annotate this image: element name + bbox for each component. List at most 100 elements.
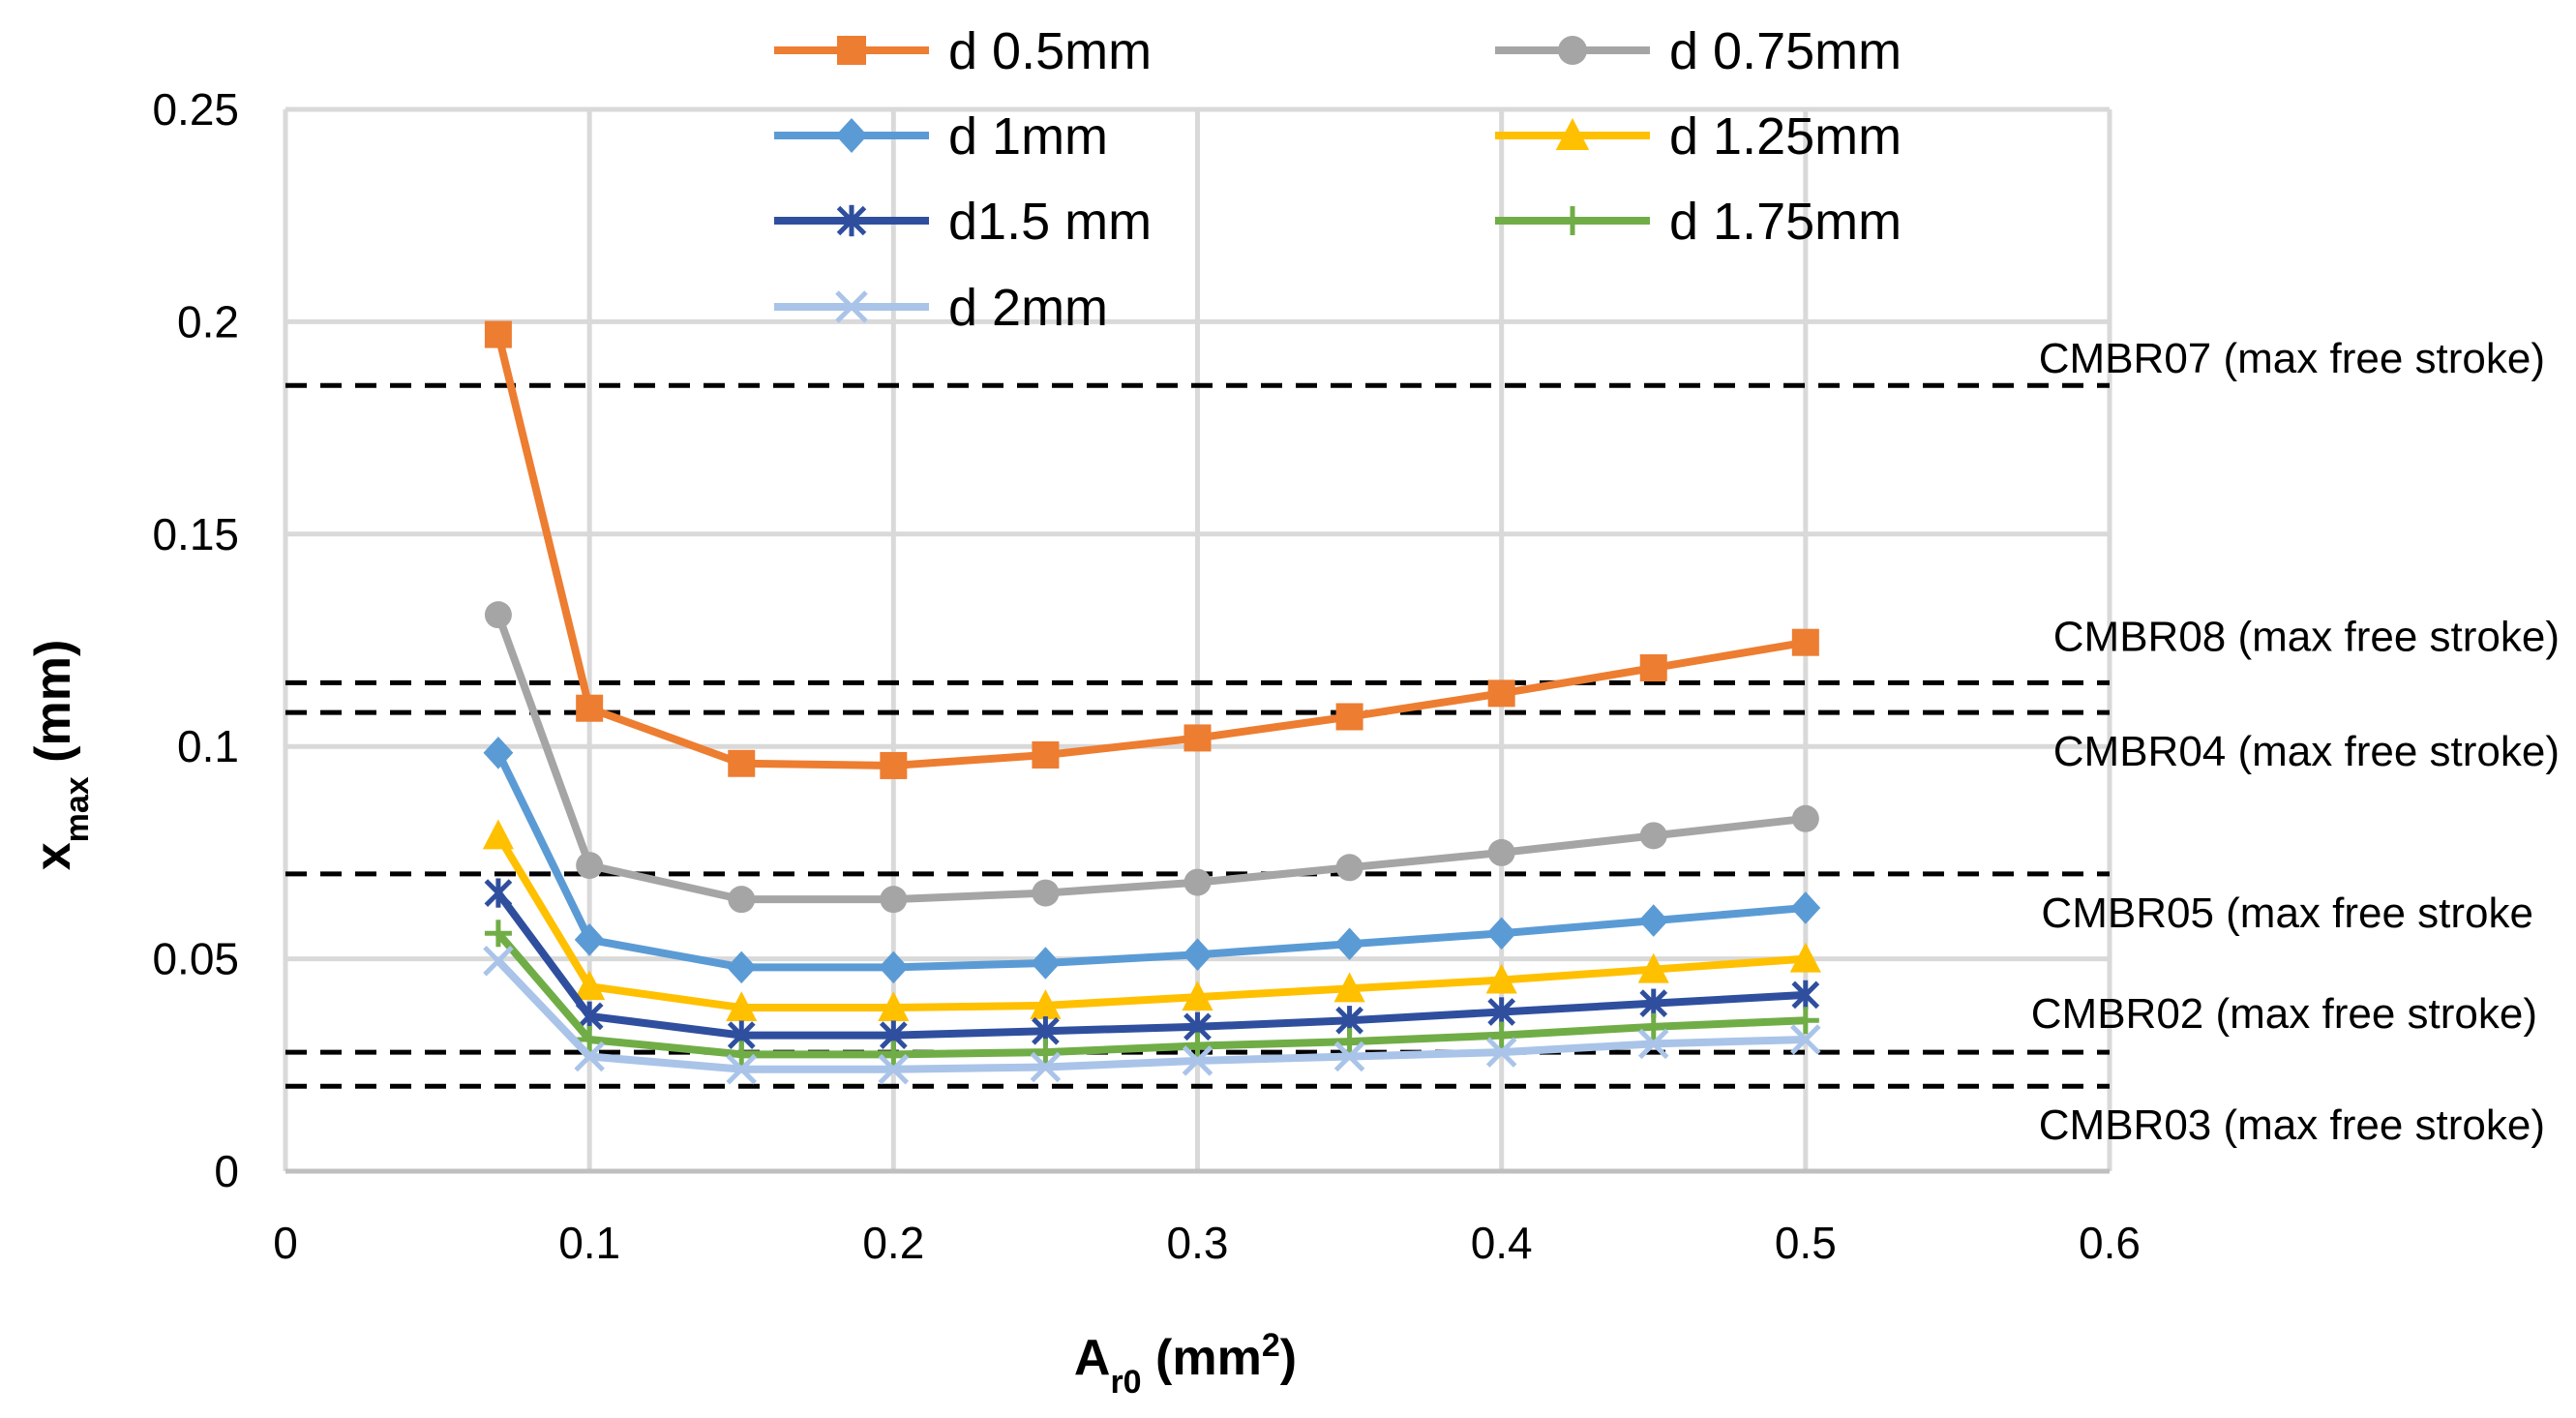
legend-label: d 2mm [948, 279, 1108, 337]
series-line [494, 751, 1807, 972]
marker-diamond [1183, 938, 1213, 972]
series-line [494, 930, 1807, 1059]
marker-diamond [1638, 904, 1669, 937]
legend-item: d 1.75mm [1495, 193, 1902, 251]
marker-square [1032, 740, 1060, 769]
x-axis-title-main: A [1074, 1330, 1111, 1386]
legend-label: d 1mm [948, 107, 1108, 166]
legend: d 0.5mm d 0.75mm d 1mm d 1.25mm d1.5 mm d 1.7… [774, 22, 1902, 337]
marker-triangle [1485, 963, 1517, 994]
data-series [482, 320, 1821, 1085]
marker-triangle [878, 991, 910, 1022]
reference-lines: CMBR07 (max free stroke) CMBR08 (max free… [285, 335, 2560, 1149]
legend-label: d 0.5mm [948, 22, 1152, 80]
marker-diamond [835, 118, 868, 153]
marker-square [880, 751, 908, 779]
marker-triangle [1333, 972, 1365, 1003]
marker-circle [1791, 804, 1819, 832]
marker-square [728, 749, 756, 777]
marker-square [1639, 654, 1667, 682]
marker-x [1485, 1037, 1517, 1068]
series-d-1-75mm [484, 920, 1819, 1069]
marker-diamond [1486, 917, 1517, 950]
x-axis-title-end: ) [1280, 1330, 1297, 1386]
series-d-0-5mm [484, 320, 1819, 779]
marker-diamond [1031, 947, 1061, 980]
x-tick-label: 0.5 [1775, 1218, 1837, 1268]
y-axis-title-rest: (mm) [25, 640, 81, 777]
reference-label: CMBR08 (max free stroke) [2053, 613, 2560, 660]
marker-x [835, 290, 868, 323]
legend-label: d1.5 mm [948, 193, 1152, 251]
marker-square [837, 36, 866, 65]
marker-square [1487, 679, 1515, 708]
legend-item: d1.5 mm [774, 193, 1152, 251]
series-d-2mm [483, 946, 1821, 1085]
series-line [495, 958, 1806, 1073]
marker-x [1030, 1051, 1062, 1083]
marker-triangle [482, 819, 515, 850]
marker-circle [1032, 879, 1060, 907]
x-axis-title-rest: (mm [1142, 1330, 1262, 1386]
marker-circle [880, 886, 908, 914]
legend-item: d 2mm [774, 279, 1108, 337]
marker-diamond [726, 950, 757, 984]
y-tick-label: 0 [214, 1146, 239, 1196]
marker-square [1183, 724, 1212, 752]
x-tick-label: 0.2 [862, 1218, 924, 1268]
marker-triangle [1182, 981, 1213, 1011]
marker-triangle [726, 991, 758, 1022]
series-d-1mm [483, 736, 1821, 984]
marker-triangle [1555, 118, 1590, 150]
y-tick-label: 0.2 [177, 296, 239, 347]
marker-diamond [574, 923, 605, 956]
marker-x [726, 1053, 758, 1085]
series-line [494, 890, 1807, 1040]
marker-circle [1639, 822, 1667, 850]
legend-item: d 0.75mm [1495, 22, 1902, 80]
legend-label: d 0.75mm [1669, 22, 1902, 80]
legend-item: d 1.25mm [1495, 107, 1902, 166]
x-tick-label: 0.1 [558, 1218, 620, 1268]
y-tick-label: 0.05 [152, 934, 239, 984]
marker-x [1333, 1041, 1365, 1072]
marker-triangle [1789, 942, 1821, 973]
marker-square [1335, 703, 1363, 731]
reference-label: CMBR07 (max free stroke) [2039, 335, 2545, 382]
y-axis-title: xmax (mm) [25, 640, 96, 871]
x-tick-label: 0.6 [2079, 1218, 2141, 1268]
tick-labels: 0 0.05 0.1 0.15 0.2 0.25 0 0.1 0.2 0.3 0.4 0.5 0.6 [152, 84, 2141, 1268]
reference-label: CMBR03 (max free stroke) [2039, 1101, 2545, 1149]
marker-square [576, 694, 604, 722]
series-d-1-25mm [482, 819, 1821, 1022]
marker-square [484, 320, 512, 348]
marker-circle [1558, 36, 1587, 65]
legend-item: d 0.5mm [774, 22, 1152, 80]
y-axis-title-sub: max [59, 776, 96, 842]
reference-label: CMBR05 (max free stroke [2041, 890, 2533, 937]
grid-lines [283, 106, 2112, 1174]
legend-label: d 1.25mm [1669, 107, 1902, 166]
y-tick-label: 0.25 [152, 84, 239, 135]
y-tick-label: 0.15 [152, 509, 239, 559]
marker-x [878, 1053, 910, 1085]
x-tick-label: 0.3 [1167, 1218, 1229, 1268]
marker-circle [484, 601, 512, 629]
marker-x [1182, 1045, 1213, 1076]
legend-label: d 1.75mm [1669, 193, 1902, 251]
marker-diamond [1790, 891, 1821, 924]
marker-triangle [574, 970, 606, 1001]
marker-diamond [1334, 927, 1364, 961]
series-line [494, 333, 1807, 769]
marker-square [1791, 628, 1819, 656]
x-tick-label: 0.4 [1471, 1218, 1533, 1268]
series-d1-5-mm [484, 878, 1820, 1050]
legend-item: d 1mm [774, 107, 1108, 166]
marker-circle [1487, 838, 1515, 866]
marker-x [483, 946, 514, 977]
marker-x [574, 1041, 605, 1072]
marker-triangle [1030, 989, 1062, 1019]
marker-circle [1335, 854, 1363, 882]
y-axis-title-main: x [25, 842, 81, 870]
